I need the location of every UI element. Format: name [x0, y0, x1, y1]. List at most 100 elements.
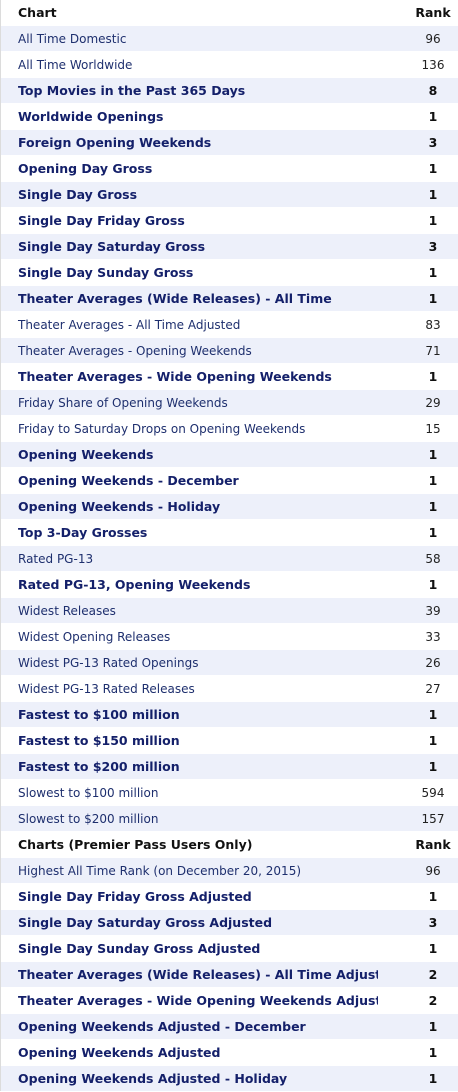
- chart-link[interactable]: Theater Averages (Wide Releases) - All T…: [18, 967, 378, 982]
- table-row: Worldwide Openings 1: [1, 104, 458, 130]
- chart-link[interactable]: Slowest to $200 million: [18, 811, 159, 826]
- chart-link[interactable]: Top 3-Day Grosses: [18, 525, 148, 540]
- chart-link[interactable]: Single Day Saturday Gross: [18, 239, 206, 254]
- chart-link[interactable]: Rated PG-13, Opening Weekends: [18, 577, 251, 592]
- rank-cell: 15: [425, 421, 441, 436]
- table-row: Widest Opening Releases 33: [1, 624, 458, 650]
- chart-link[interactable]: Fastest to $100 million: [18, 707, 180, 722]
- table-row: All Time Domestic 96: [1, 26, 458, 52]
- premier-chart-rows: Highest All Time Rank (on December 20, 2…: [1, 858, 458, 1092]
- chart-link[interactable]: Theater Averages - Opening Weekends: [18, 343, 252, 358]
- chart-cell: Slowest to $200 million: [1, 812, 378, 826]
- chart-link[interactable]: Widest Releases: [18, 603, 116, 618]
- chart-cell: Opening Weekends Adjusted - December: [1, 1019, 378, 1034]
- chart-link[interactable]: Single Day Saturday Gross Adjusted: [18, 915, 273, 930]
- chart-cell: Theater Averages - Opening Weekends: [1, 344, 378, 358]
- chart-link[interactable]: Widest PG-13 Rated Releases: [18, 681, 195, 696]
- chart-link[interactable]: Single Day Gross: [18, 187, 138, 202]
- chart-link[interactable]: Single Day Friday Gross: [18, 213, 185, 228]
- rank-cell: 1: [428, 707, 438, 722]
- chart-cell: Fastest to $200 million: [1, 759, 378, 774]
- chart-cell: Fastest to $150 million: [1, 733, 378, 748]
- chart-link[interactable]: Slowest to $100 million: [18, 785, 159, 800]
- chart-cell: Theater Averages - Wide Opening Weekends…: [1, 993, 378, 1008]
- chart-link[interactable]: Theater Averages - Wide Opening Weekends…: [18, 993, 378, 1008]
- chart-link[interactable]: All Time Worldwide: [18, 57, 133, 72]
- table-row: Single Day Gross 1: [1, 182, 458, 208]
- chart-link[interactable]: Foreign Opening Weekends: [18, 135, 212, 150]
- chart-cell: Single Day Sunday Gross Adjusted: [1, 941, 378, 956]
- table-row: Single Day Friday Gross Adjusted 1: [1, 884, 458, 910]
- rank-cell: 1: [428, 265, 438, 280]
- rank-cell: 3: [428, 915, 438, 930]
- chart-cell: Single Day Friday Gross Adjusted: [1, 889, 378, 904]
- table-row: Fastest to $200 million 1: [1, 754, 458, 780]
- rank-cell: 33: [425, 629, 441, 644]
- table-row: Rated PG-13 58: [1, 546, 458, 572]
- table-row: Single Day Sunday Gross 1: [1, 260, 458, 286]
- rank-cell: 1: [428, 525, 438, 540]
- table-row: Single Day Sunday Gross Adjusted 1: [1, 936, 458, 962]
- chart-link[interactable]: Opening Weekends: [18, 447, 154, 462]
- table-row: Fastest to $100 million 1: [1, 702, 458, 728]
- chart-link[interactable]: Opening Weekends - Holiday: [18, 499, 221, 514]
- table-row: Highest All Time Rank (on December 20, 2…: [1, 858, 458, 884]
- chart-link[interactable]: Single Day Sunday Gross: [18, 265, 194, 280]
- chart-cell: All Time Domestic: [1, 32, 378, 46]
- chart-cell: Single Day Friday Gross: [1, 213, 378, 228]
- rank-cell: 1: [428, 213, 438, 228]
- chart-cell: Single Day Saturday Gross: [1, 239, 378, 254]
- chart-link[interactable]: Top Movies in the Past 365 Days: [18, 83, 246, 98]
- table-row: Opening Weekends 1: [1, 442, 458, 468]
- table-row: Top Movies in the Past 365 Days 8: [1, 78, 458, 104]
- table-row: Opening Weekends - Holiday 1: [1, 494, 458, 520]
- chart-cell: Slowest to $100 million: [1, 786, 378, 800]
- chart-cell: Opening Weekends Adjusted - Holiday: [1, 1071, 378, 1086]
- table-row: Single Day Friday Gross 1: [1, 208, 458, 234]
- chart-link[interactable]: Widest Opening Releases: [18, 629, 171, 644]
- chart-link[interactable]: Fastest to $150 million: [18, 733, 180, 748]
- chart-link[interactable]: Rated PG-13: [18, 551, 94, 566]
- rank-cell: 27: [425, 681, 441, 696]
- chart-link[interactable]: Opening Weekends - December: [18, 473, 239, 488]
- chart-link[interactable]: Highest All Time Rank (on December 20, 2…: [18, 863, 302, 878]
- chart-link[interactable]: Theater Averages - Wide Opening Weekends: [18, 369, 332, 384]
- table-row: Opening Weekends Adjusted - December 1: [1, 1014, 458, 1040]
- rank-column-header: Rank: [415, 5, 451, 20]
- table-row: Opening Weekends Adjusted 1: [1, 1040, 458, 1066]
- chart-link[interactable]: Fastest to $200 million: [18, 759, 180, 774]
- table-row: All Time Worldwide 136: [1, 52, 458, 78]
- rank-cell: 1: [428, 1071, 438, 1086]
- rank-cell: 1: [428, 577, 438, 592]
- chart-cell: Theater Averages (Wide Releases) - All T…: [1, 291, 378, 306]
- rank-cell: 1: [428, 473, 438, 488]
- rank-cell: 1: [428, 187, 438, 202]
- chart-link[interactable]: Single Day Sunday Gross Adjusted: [18, 941, 261, 956]
- table-row: Friday to Saturday Drops on Opening Week…: [1, 416, 458, 442]
- rank-cell: 26: [425, 655, 441, 670]
- chart-cell: Opening Weekends - Holiday: [1, 499, 378, 514]
- chart-link[interactable]: Opening Weekends Adjusted - Holiday: [18, 1071, 288, 1086]
- chart-link[interactable]: Widest PG-13 Rated Openings: [18, 655, 199, 670]
- chart-link[interactable]: Theater Averages (Wide Releases) - All T…: [18, 291, 332, 306]
- chart-cell: Single Day Gross: [1, 187, 378, 202]
- chart-link[interactable]: Worldwide Openings: [18, 109, 164, 124]
- chart-link[interactable]: Opening Weekends Adjusted: [18, 1045, 221, 1060]
- chart-cell: Widest PG-13 Rated Releases: [1, 682, 378, 696]
- chart-link[interactable]: Friday Share of Opening Weekends: [18, 395, 228, 410]
- chart-link[interactable]: Single Day Friday Gross Adjusted: [18, 889, 252, 904]
- chart-link[interactable]: Friday to Saturday Drops on Opening Week…: [18, 421, 306, 436]
- chart-link[interactable]: Theater Averages - All Time Adjusted: [18, 317, 241, 332]
- rank-cell: 1: [428, 109, 438, 124]
- rank-cell: 1: [428, 1045, 438, 1060]
- chart-link[interactable]: Opening Day Gross: [18, 161, 153, 176]
- chart-cell: Fastest to $100 million: [1, 707, 378, 722]
- table-row: Opening Weekends - December 1: [1, 468, 458, 494]
- chart-cell: Opening Day Gross: [1, 161, 378, 176]
- chart-cell: Widest Opening Releases: [1, 630, 378, 644]
- table-row: Widest PG-13 Rated Releases 27: [1, 676, 458, 702]
- rank-cell: 2: [428, 967, 438, 982]
- chart-link[interactable]: All Time Domestic: [18, 31, 127, 46]
- chart-link[interactable]: Opening Weekends Adjusted - December: [18, 1019, 306, 1034]
